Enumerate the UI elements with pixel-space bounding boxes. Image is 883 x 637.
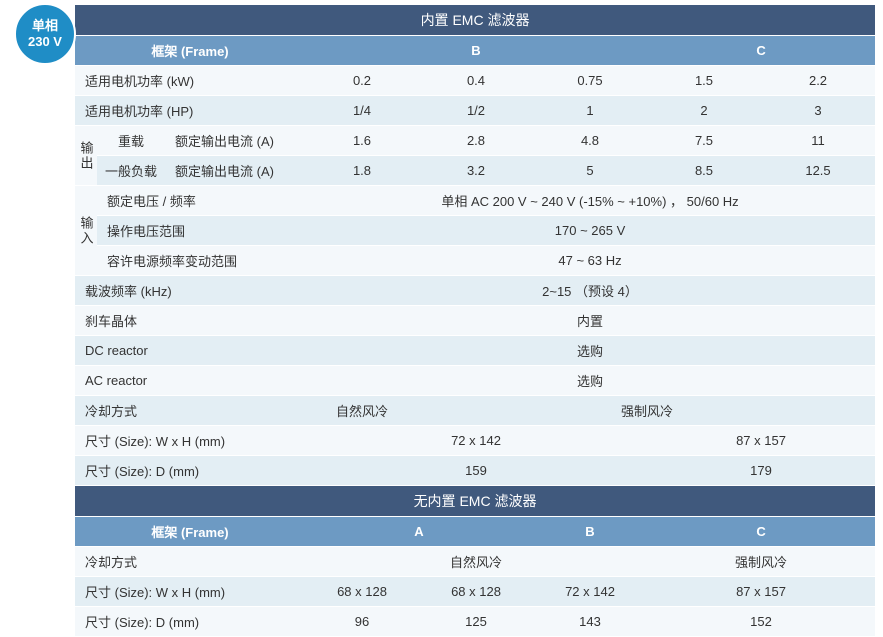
cell: 125: [419, 607, 533, 637]
rated-vf-label: 额定电压 / 频率: [97, 186, 305, 216]
cell: 2: [647, 96, 761, 126]
wh-label: 尺寸 (Size): W x H (mm): [75, 426, 305, 456]
cell: 3: [761, 96, 875, 126]
cell: 68 x 128: [419, 577, 533, 607]
cell: 3.2: [419, 156, 533, 186]
row-kw-label: 适用电机功率 (kW): [75, 66, 305, 96]
brake-val: 内置: [305, 306, 875, 336]
cell: 68 x 128: [305, 577, 419, 607]
t2-cool-label: 冷却方式: [75, 547, 305, 577]
dcr-label: DC reactor: [75, 336, 305, 366]
t2-cool-v1: 自然风冷: [305, 547, 647, 577]
wh-v1: 72 x 142: [305, 426, 647, 456]
cell: 1/4: [305, 96, 419, 126]
cell: 0.2: [305, 66, 419, 96]
d-v1: 159: [305, 456, 647, 486]
cell: 143: [533, 607, 647, 637]
hdr-c: C: [647, 36, 875, 66]
cell: 0.4: [419, 66, 533, 96]
normal-l1: 一般负载: [97, 156, 165, 186]
heavy-l1: 重载: [97, 126, 165, 156]
badge-line1: 单相: [32, 18, 58, 34]
acr-val: 选购: [305, 366, 875, 396]
d-v2: 179: [647, 456, 875, 486]
cell: 87 x 157: [647, 577, 875, 607]
spec-table-emc: 内置 EMC 滤波器 框架 (Frame) B C 适用电机功率 (kW) 0.…: [75, 5, 875, 637]
cell: 1.8: [305, 156, 419, 186]
row-hp-label: 适用电机功率 (HP): [75, 96, 305, 126]
normal-l2: 额定输出电流 (A): [165, 156, 305, 186]
cell: 7.5: [647, 126, 761, 156]
cell: 72 x 142: [533, 577, 647, 607]
t2-hdr-c: C: [647, 517, 875, 547]
rated-vf-val: 单相 AC 200 V ~ 240 V (-15% ~ +10%) ， 50/6…: [305, 186, 875, 216]
input-group: 输入: [75, 186, 97, 276]
wh-v2: 87 x 157: [647, 426, 875, 456]
hdr-b: B: [305, 36, 647, 66]
opv-val: 170 ~ 265 V: [305, 216, 875, 246]
cell: 12.5: [761, 156, 875, 186]
t2-hdr-b: B: [533, 517, 647, 547]
output-group: 输出: [75, 126, 97, 186]
cell: 11: [761, 126, 875, 156]
cell: 0.75: [533, 66, 647, 96]
brake-label: 刹车晶体: [75, 306, 305, 336]
t2-cool-v2: 强制风冷: [647, 547, 875, 577]
hdr-frame: 框架 (Frame): [75, 36, 305, 66]
cell: 1/2: [419, 96, 533, 126]
cell: 2.8: [419, 126, 533, 156]
acr-label: AC reactor: [75, 366, 305, 396]
d-label: 尺寸 (Size): D (mm): [75, 456, 305, 486]
freqvar-label: 容许电源频率变动范围: [97, 246, 305, 276]
cell: 2.2: [761, 66, 875, 96]
cell: 1.5: [647, 66, 761, 96]
dcr-val: 选购: [305, 336, 875, 366]
cool-v1: 自然风冷: [305, 396, 419, 426]
freqvar-val: 47 ~ 63 Hz: [305, 246, 875, 276]
cell: 5: [533, 156, 647, 186]
carrier-label: 载波频率 (kHz): [75, 276, 305, 306]
cell: 4.8: [533, 126, 647, 156]
cool-label: 冷却方式: [75, 396, 305, 426]
t2-hdr-frame: 框架 (Frame): [75, 517, 305, 547]
cool-v2: 强制风冷: [419, 396, 875, 426]
t2-hdr-a: A: [305, 517, 533, 547]
cell: 8.5: [647, 156, 761, 186]
cell: 1: [533, 96, 647, 126]
carrier-val: 2~15 （预设 4）: [305, 276, 875, 306]
opv-label: 操作电压范围: [97, 216, 305, 246]
t2-d-label: 尺寸 (Size): D (mm): [75, 607, 305, 637]
t2-wh-label: 尺寸 (Size): W x H (mm): [75, 577, 305, 607]
cell: 1.6: [305, 126, 419, 156]
heavy-l2: 额定输出电流 (A): [165, 126, 305, 156]
table1-title: 内置 EMC 滤波器: [75, 5, 875, 36]
cell: 152: [647, 607, 875, 637]
table2-title: 无内置 EMC 滤波器: [75, 486, 875, 517]
cell: 96: [305, 607, 419, 637]
badge-line2: 230 V: [28, 34, 62, 50]
phase-voltage-badge: 单相 230 V: [14, 3, 76, 65]
